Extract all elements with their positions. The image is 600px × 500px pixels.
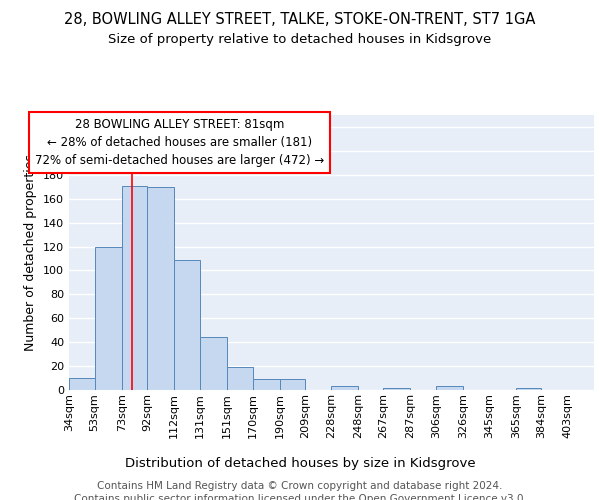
Bar xyxy=(69,378,95,390)
Bar xyxy=(95,246,122,390)
Text: 28 BOWLING ALLEY STREET: 81sqm
← 28% of detached houses are smaller (181)
72% of: 28 BOWLING ALLEY STREET: 81sqm ← 28% of … xyxy=(35,118,324,167)
Bar xyxy=(436,386,463,390)
Bar xyxy=(516,388,541,390)
Text: Distribution of detached houses by size in Kidsgrove: Distribution of detached houses by size … xyxy=(125,458,475,470)
Bar xyxy=(227,368,253,390)
Bar xyxy=(147,186,174,390)
Bar xyxy=(200,338,227,390)
Bar xyxy=(174,260,200,390)
Bar xyxy=(383,388,410,390)
Bar xyxy=(331,386,358,390)
Bar xyxy=(253,379,280,390)
Bar xyxy=(122,186,147,390)
Text: Contains HM Land Registry data © Crown copyright and database right 2024.
Contai: Contains HM Land Registry data © Crown c… xyxy=(74,481,526,500)
Y-axis label: Number of detached properties: Number of detached properties xyxy=(25,154,37,351)
Bar xyxy=(280,379,305,390)
Text: Size of property relative to detached houses in Kidsgrove: Size of property relative to detached ho… xyxy=(109,32,491,46)
Text: 28, BOWLING ALLEY STREET, TALKE, STOKE-ON-TRENT, ST7 1GA: 28, BOWLING ALLEY STREET, TALKE, STOKE-O… xyxy=(64,12,536,28)
